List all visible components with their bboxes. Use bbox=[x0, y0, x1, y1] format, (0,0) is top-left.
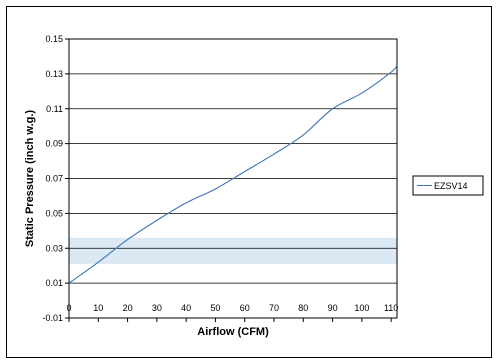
chart-frame bbox=[6, 6, 492, 358]
legend-label: EZSV14 bbox=[434, 181, 468, 191]
highlight-band bbox=[69, 237, 397, 264]
highlight-band-layer bbox=[69, 237, 397, 264]
tick-layer: -0.01 0.01 0.03 0.05 0.07 0.09 0.11 0.13 0.15 0 10… bbox=[42, 34, 398, 323]
x-tick-label: 100 bbox=[354, 303, 369, 313]
x-tick-label: 30 bbox=[152, 303, 162, 313]
y-tick-label: 0.01 bbox=[45, 278, 63, 288]
x-tick-label: 80 bbox=[298, 303, 308, 313]
y-tick-label: 0.05 bbox=[45, 208, 63, 218]
y-axis-title: Static Pressure (inch w.g.) bbox=[24, 110, 36, 247]
series-line-ezsv14 bbox=[68, 64, 398, 284]
y-tick-label: 0.09 bbox=[45, 139, 63, 149]
y-tick-label: 0.13 bbox=[45, 69, 63, 79]
series-layer bbox=[68, 64, 398, 284]
y-tick-label: 0.03 bbox=[45, 243, 63, 253]
x-tick-label: 10 bbox=[93, 303, 103, 313]
x-tick-label: 0 bbox=[66, 303, 71, 313]
y-tick-label: -0.01 bbox=[42, 313, 63, 323]
x-tick-label: 110 bbox=[384, 303, 398, 313]
legend-box bbox=[412, 175, 484, 196]
x-tick-label: 20 bbox=[123, 303, 133, 313]
y-tick-label: 0.15 bbox=[45, 34, 63, 44]
x-tick-label: 60 bbox=[240, 303, 250, 313]
x-axis-title: Airflow (CFM) bbox=[197, 326, 269, 338]
x-tick-label: 90 bbox=[328, 303, 338, 313]
y-tick-label: 0.11 bbox=[46, 104, 63, 114]
legend: EZSV14 bbox=[412, 175, 484, 196]
x-tick-label: 50 bbox=[210, 303, 220, 313]
x-tick-label: 40 bbox=[181, 303, 191, 313]
x-tick-label: 70 bbox=[269, 303, 279, 313]
y-tick-label: 0.07 bbox=[45, 174, 63, 184]
